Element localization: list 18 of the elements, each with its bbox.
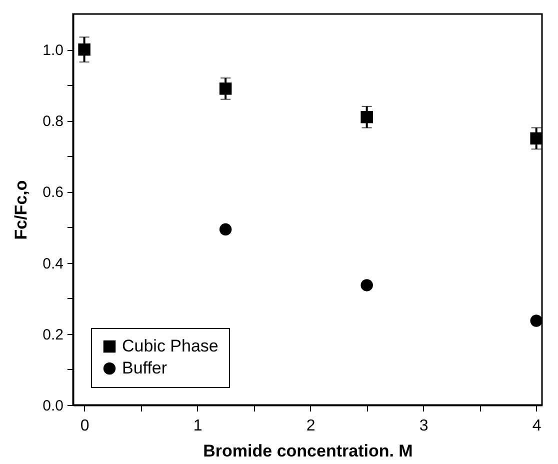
legend-label: Cubic Phase (122, 336, 218, 356)
y-tick-label: 0.4 (42, 255, 64, 272)
y-tick-label: 0.6 (42, 184, 64, 202)
point (360, 279, 373, 292)
x-axis-title: Bromide concentration. M (203, 442, 413, 460)
y-tick-label: 0.0 (42, 398, 64, 414)
x-tick-label: 2 (306, 418, 316, 434)
x-tick-label: 1 (193, 418, 202, 434)
y-tick-label: 1.0 (42, 42, 64, 60)
point (219, 223, 232, 236)
x-tick-label: 4 (532, 418, 542, 434)
x-tick-label: 3 (419, 418, 428, 434)
y-axis-title: Fc/Fc,o (12, 180, 31, 240)
point (530, 314, 542, 327)
x-tick-label: 0 (80, 418, 90, 434)
y-tick-label: 0.2 (42, 326, 64, 344)
y-tick-label: 0.8 (42, 113, 64, 130)
legend-label: Buffer (122, 358, 168, 378)
